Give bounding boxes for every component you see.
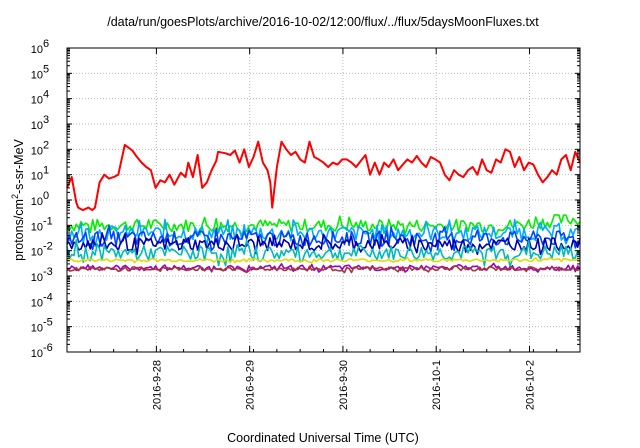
x-tick-label: 2016-10-1 xyxy=(431,360,443,410)
y-tick-label: 10 xyxy=(31,323,43,335)
y-tick-label: 10 xyxy=(31,120,43,132)
series-line-9 xyxy=(66,265,581,274)
y-axis-label-rest: -s-sr-MeV xyxy=(12,138,26,194)
x-tick-label: 2016-9-30 xyxy=(338,360,350,410)
y-tick-exponent: 0 xyxy=(43,190,49,202)
y-tick-exponent: 3 xyxy=(43,114,49,126)
plot-frame xyxy=(66,47,581,353)
y-axis-label-base: protons/cm xyxy=(12,199,26,261)
y-tick-label: 10 xyxy=(31,95,43,107)
y-tick-label: 10 xyxy=(31,44,43,56)
series-line-6 xyxy=(66,239,581,268)
y-tick-label: 10 xyxy=(31,247,43,259)
y-tick-label: 10 xyxy=(31,196,43,208)
y-axis-label: protons/cm2-s-sr-MeV xyxy=(10,138,26,260)
y-tick-label: 10 xyxy=(31,145,43,157)
y-tick-exponent: -3 xyxy=(43,266,53,278)
y-tick-label: 10 xyxy=(31,171,43,183)
x-tick-label: 2016-9-28 xyxy=(151,360,163,410)
y-tick-exponent: -5 xyxy=(43,317,53,329)
y-tick-label: 10 xyxy=(31,272,43,284)
series-line-5 xyxy=(66,232,581,256)
y-tick-exponent: -4 xyxy=(43,291,53,303)
y-tick-label: 10 xyxy=(31,69,43,81)
y-tick-exponent: 2 xyxy=(43,139,49,151)
y-axis-label-sup: 2 xyxy=(10,194,20,199)
x-tick-label: 2016-10-2 xyxy=(524,360,536,410)
y-tick-exponent: -2 xyxy=(43,241,53,253)
x-tick-label: 2016-9-29 xyxy=(245,360,257,410)
y-tick-label: 10 xyxy=(31,348,43,360)
y-tick-exponent: -1 xyxy=(43,215,53,227)
y-tick-exponent: -6 xyxy=(43,342,53,354)
series-line-7 xyxy=(66,256,581,264)
grid-lines xyxy=(67,47,580,353)
series-lines xyxy=(66,140,581,274)
y-tick-exponent: 5 xyxy=(43,63,49,75)
y-tick-exponent: 6 xyxy=(43,38,49,50)
chart-title: /data/run/goesPlots/archive/2016-10-02/1… xyxy=(107,15,539,29)
x-axis: 2016-9-28 2016-9-29 2016-9-30 2016-10-1 2016… xyxy=(66,48,581,410)
y-tick-label: 10 xyxy=(31,221,43,233)
series-line-1 xyxy=(66,140,581,212)
y-tick-exponent: 1 xyxy=(43,165,49,177)
y-tick-label: 10 xyxy=(31,297,43,309)
x-axis-label: Coordinated Universal Time (UTC) xyxy=(227,431,419,445)
y-tick-exponent: 4 xyxy=(43,89,49,101)
